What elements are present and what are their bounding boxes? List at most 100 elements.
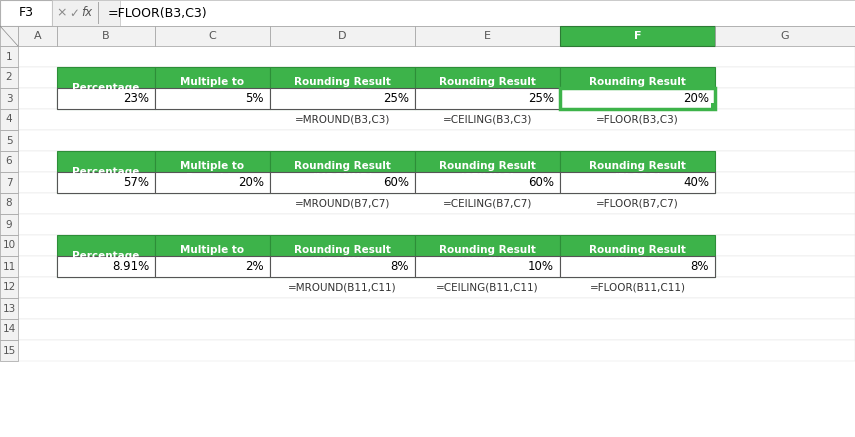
Text: Rounding Result
(MROUND): Rounding Result (MROUND) xyxy=(294,77,391,99)
Text: Percentage: Percentage xyxy=(73,167,139,177)
Text: E: E xyxy=(484,31,491,41)
Bar xyxy=(0,340,18,361)
Bar xyxy=(18,193,855,214)
Bar xyxy=(0,130,18,151)
Bar xyxy=(18,298,855,319)
Bar xyxy=(18,235,855,256)
Text: =FLOOR(B3,C3): =FLOOR(B3,C3) xyxy=(596,114,679,125)
Text: 25%: 25% xyxy=(383,92,409,105)
Bar xyxy=(560,151,715,193)
Text: Percentage: Percentage xyxy=(73,83,139,93)
Text: =FLOOR(B7,C7): =FLOOR(B7,C7) xyxy=(596,198,679,208)
Text: 8.91%: 8.91% xyxy=(112,260,149,273)
Bar xyxy=(0,256,18,277)
Text: Rounding Result
(CEILING): Rounding Result (CEILING) xyxy=(439,161,536,183)
Bar xyxy=(0,214,18,235)
Bar xyxy=(155,151,270,193)
Bar xyxy=(415,88,560,109)
Bar xyxy=(715,26,855,46)
Text: Rounding Result
(CEILING): Rounding Result (CEILING) xyxy=(439,77,536,99)
Text: 2%: 2% xyxy=(245,260,264,273)
Text: =MROUND(B7,C7): =MROUND(B7,C7) xyxy=(295,198,390,208)
Bar xyxy=(0,235,18,256)
Bar xyxy=(18,214,855,235)
Text: D: D xyxy=(339,31,347,41)
Bar xyxy=(155,67,270,109)
Bar xyxy=(0,277,18,298)
Bar xyxy=(18,277,855,298)
Bar xyxy=(57,151,155,193)
Text: Rounding Result
(FLOOR): Rounding Result (FLOOR) xyxy=(589,245,686,267)
Text: =CEILING(B11,C11): =CEILING(B11,C11) xyxy=(436,282,539,292)
Text: Multiple to
Round to: Multiple to Round to xyxy=(180,161,245,183)
Text: ✓: ✓ xyxy=(69,7,79,20)
Text: Rounding Result
(MROUND): Rounding Result (MROUND) xyxy=(294,245,391,267)
Bar xyxy=(0,319,18,340)
Text: 14: 14 xyxy=(3,325,15,334)
Text: 20%: 20% xyxy=(238,176,264,189)
Text: =CEILING(B3,C3): =CEILING(B3,C3) xyxy=(443,114,532,125)
Text: 5%: 5% xyxy=(245,92,264,105)
Bar xyxy=(270,88,415,109)
Text: 60%: 60% xyxy=(383,176,409,189)
Bar xyxy=(155,235,270,277)
Text: B: B xyxy=(103,31,109,41)
Bar xyxy=(18,88,855,109)
Bar xyxy=(155,88,270,109)
Bar xyxy=(57,67,155,109)
Bar xyxy=(0,88,18,109)
Bar xyxy=(415,151,560,193)
Bar xyxy=(560,67,715,109)
Text: 2: 2 xyxy=(6,73,12,83)
Text: =CEILING(B7,C7): =CEILING(B7,C7) xyxy=(443,198,532,208)
Bar xyxy=(270,256,415,277)
Text: 57%: 57% xyxy=(123,176,149,189)
Text: fx: fx xyxy=(81,7,92,20)
Text: 1: 1 xyxy=(6,52,12,62)
Bar xyxy=(18,130,855,151)
Bar xyxy=(0,193,18,214)
Text: 5: 5 xyxy=(6,135,12,146)
Bar xyxy=(155,172,270,193)
Bar xyxy=(57,256,155,277)
Bar xyxy=(0,172,18,193)
Bar xyxy=(0,67,18,88)
Bar xyxy=(560,88,715,109)
Text: ×: × xyxy=(56,7,68,20)
Bar xyxy=(560,26,715,46)
Bar xyxy=(0,0,855,26)
Bar xyxy=(0,26,18,46)
Text: A: A xyxy=(33,31,41,41)
Bar xyxy=(415,67,560,109)
Text: 60%: 60% xyxy=(528,176,554,189)
Text: Rounding Result
(CEILING): Rounding Result (CEILING) xyxy=(439,245,536,267)
Bar xyxy=(560,172,715,193)
Bar xyxy=(18,46,855,67)
Text: 40%: 40% xyxy=(683,176,709,189)
Text: 8%: 8% xyxy=(691,260,709,273)
Bar xyxy=(98,2,99,24)
Bar xyxy=(270,172,415,193)
Text: F: F xyxy=(634,31,641,41)
Bar xyxy=(415,256,560,277)
Text: Multiple to
Round to: Multiple to Round to xyxy=(180,77,245,99)
Bar xyxy=(18,172,855,193)
Bar xyxy=(270,235,415,277)
Text: =FLOOR(B3,C3): =FLOOR(B3,C3) xyxy=(108,7,208,20)
Text: 10: 10 xyxy=(3,240,15,250)
Text: 11: 11 xyxy=(3,261,15,271)
Bar xyxy=(270,67,415,109)
Bar xyxy=(560,88,715,109)
Bar xyxy=(18,340,855,361)
Text: 20%: 20% xyxy=(683,92,709,105)
Bar xyxy=(415,235,560,277)
Bar xyxy=(0,298,18,319)
Bar xyxy=(57,172,155,193)
Bar xyxy=(560,256,715,277)
Text: 3: 3 xyxy=(6,94,12,104)
Bar xyxy=(57,235,155,277)
Bar xyxy=(52,0,120,26)
Text: G: G xyxy=(781,31,789,41)
Bar xyxy=(18,319,855,340)
Bar xyxy=(18,151,855,172)
